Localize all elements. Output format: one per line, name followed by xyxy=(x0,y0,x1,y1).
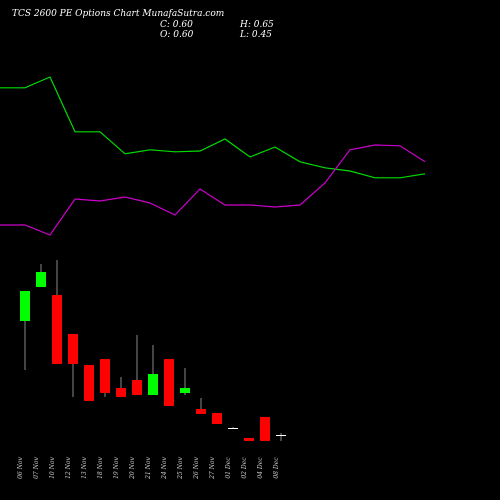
close-label: C: 0.60 xyxy=(160,20,193,30)
candle-body xyxy=(212,413,222,424)
x-tick-label: 06 Nov xyxy=(17,456,24,478)
x-tick-label: 20 Nov xyxy=(129,456,136,479)
candle-body xyxy=(244,438,254,441)
x-tick-label: 24 Nov xyxy=(161,456,168,479)
x-tick-label: 21 Nov xyxy=(145,456,152,479)
candle-body xyxy=(52,295,62,364)
candle-body xyxy=(260,417,270,441)
low-label: L: 0.45 xyxy=(239,30,272,40)
chart-title: TCS 2600 PE Options Chart MunafaSutra.co… xyxy=(12,9,224,19)
candle-body xyxy=(180,388,190,393)
x-tick-label: 18 Nov xyxy=(97,456,104,478)
x-tick-label: 27 Nov xyxy=(209,456,216,479)
x-tick-label: 13 Nov xyxy=(81,456,88,478)
x-tick-label: 01 Dec xyxy=(225,457,232,479)
x-tick-label: 02 Dec xyxy=(241,457,248,479)
x-tick-label: 19 Nov xyxy=(113,456,120,478)
candle-body xyxy=(36,272,46,287)
open-label: O: 0.60 xyxy=(160,30,194,40)
candle-body xyxy=(164,359,174,406)
x-tick-label: 04 Dec xyxy=(257,457,264,479)
high-label: H: 0.65 xyxy=(239,20,274,30)
candle-body xyxy=(132,380,142,395)
x-tick-label: 07 Nov xyxy=(33,456,40,478)
indicator-line xyxy=(0,144,426,236)
x-tick-label: 26 Nov xyxy=(193,456,200,479)
candle-body xyxy=(148,374,158,395)
candle-body xyxy=(116,388,126,397)
candle-body xyxy=(276,435,286,436)
x-tick-label: 25 Nov xyxy=(177,456,184,479)
candle-body xyxy=(100,359,110,393)
candle-body xyxy=(84,365,94,401)
candle-body xyxy=(68,334,78,364)
indicator-line xyxy=(0,76,426,179)
x-tick-label: 12 Nov xyxy=(65,456,72,478)
x-tick-label: 10 Nov xyxy=(49,456,56,478)
x-tick-label: 08 Dec xyxy=(273,457,280,479)
candle-body xyxy=(20,291,30,321)
candle-body xyxy=(196,409,206,414)
candle-body xyxy=(228,428,238,429)
